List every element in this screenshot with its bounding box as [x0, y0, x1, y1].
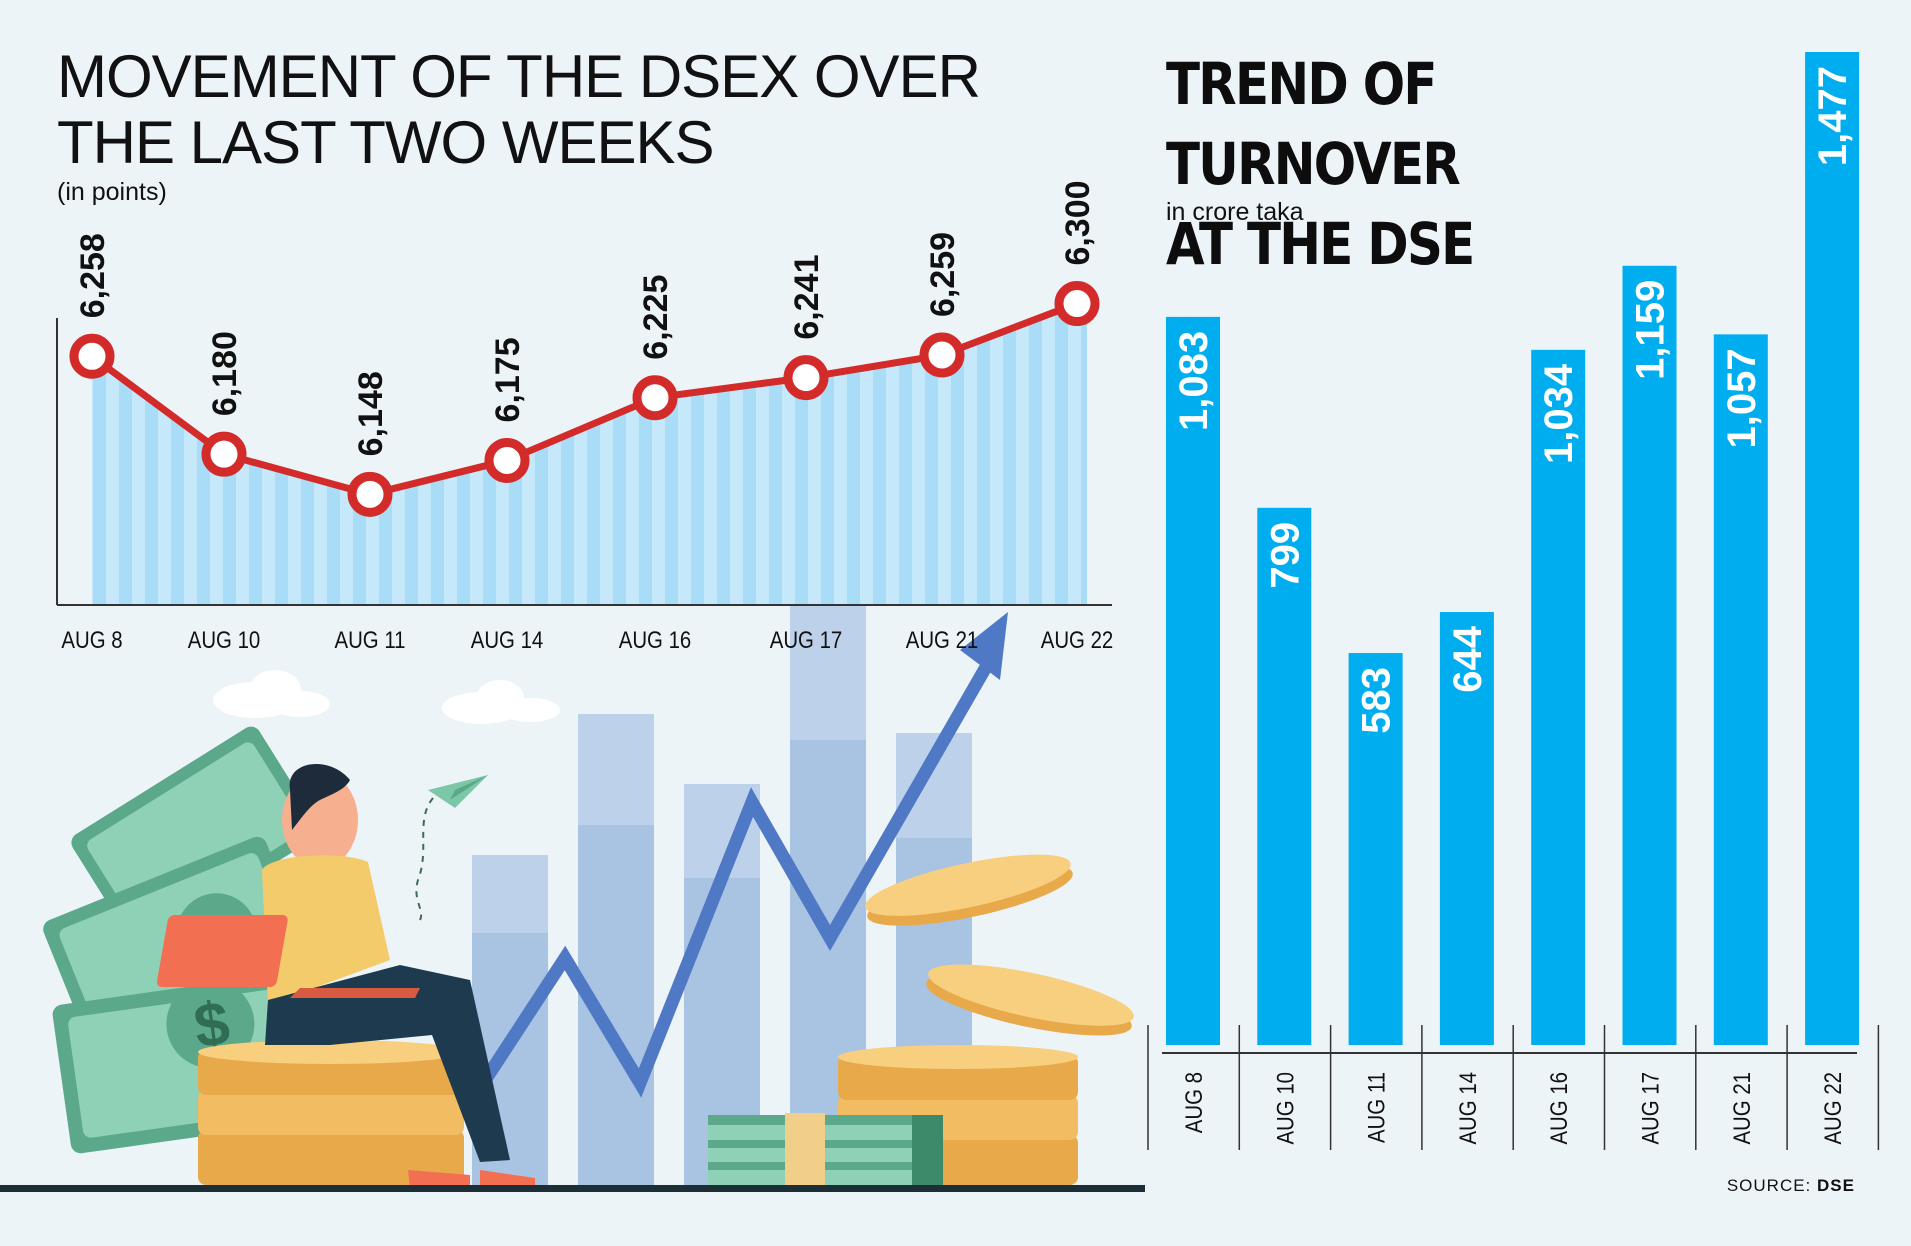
bar-chart-title-line2: AT THE DSE [1166, 210, 1475, 278]
bar-value-label: 583 [1355, 667, 1399, 734]
bar [1805, 52, 1860, 1045]
person-with-laptop-icon [156, 763, 535, 1188]
data-label: 6,259 [924, 232, 962, 317]
data-point [1054, 281, 1100, 327]
x-tick-label: AUG 14 [1454, 1072, 1481, 1145]
line-chart-unit: (in points) [57, 178, 167, 206]
bar [1622, 265, 1677, 1045]
data-label: 6,258 [74, 233, 112, 318]
x-tick-label: AUG 8 [1180, 1072, 1207, 1133]
x-tick-label: AUG 21 [906, 626, 979, 653]
bar-value-label: 644 [1446, 625, 1490, 692]
bar-chart-title: TREND OF TURNOVER AT THE DSE [1166, 44, 1682, 284]
bar-value-label: 1,477 [1811, 66, 1855, 166]
bar [1348, 653, 1403, 1045]
line-chart-series [89, 300, 1079, 498]
bar [1713, 334, 1768, 1046]
source-note: SOURCE: DSE [1727, 1176, 1855, 1196]
x-tick-label: AUG 8 [61, 626, 122, 653]
data-point [632, 375, 678, 421]
bar [1439, 612, 1494, 1045]
data-label: 6,180 [206, 331, 244, 416]
ground-line [0, 1185, 1145, 1192]
bar-chart-title-line1: TREND OF TURNOVER [1166, 50, 1461, 198]
source-label: SOURCE: [1726, 1176, 1812, 1195]
data-point [484, 437, 530, 483]
cash-bundle-icon [708, 1113, 943, 1185]
data-point [347, 471, 393, 517]
data-label: 6,300 [1059, 180, 1097, 265]
x-tick-label: AUG 14 [471, 626, 544, 653]
paper-plane-icon [415, 775, 488, 921]
data-point [783, 355, 829, 401]
bar-value-label: 799 [1263, 522, 1307, 589]
source-value: DSE [1817, 1176, 1855, 1195]
bar-value-label: 1,057 [1720, 348, 1764, 448]
coin-stack-icon [198, 1040, 464, 1185]
x-tick-label: AUG 11 [334, 626, 405, 653]
bar [1166, 316, 1220, 1045]
bar [1257, 507, 1312, 1045]
x-tick-label: AUG 22 [1820, 1072, 1847, 1145]
data-label: 6,175 [489, 337, 527, 422]
x-tick-label: AUG 16 [619, 626, 692, 653]
bar-value-label: 1,083 [1172, 331, 1216, 431]
line-chart-title: MOVEMENT OF THE DSEX OVER THE LAST TWO W… [57, 43, 981, 176]
x-tick-label: AUG 22 [1041, 626, 1114, 653]
trend-arrow-icon [476, 612, 1008, 1098]
data-point [69, 333, 115, 379]
cloud-icon [213, 670, 560, 724]
x-tick-label: AUG 17 [770, 626, 843, 653]
x-tick-label: AUG 10 [188, 626, 261, 653]
x-tick-label: AUG 10 [1272, 1072, 1299, 1145]
x-tick-label: AUG 16 [1546, 1072, 1573, 1145]
bar-value-label: 1,034 [1537, 363, 1581, 464]
data-point [919, 332, 965, 378]
x-tick-label: AUG 11 [1363, 1072, 1390, 1143]
data-label: 6,225 [637, 275, 675, 360]
bar [1531, 349, 1586, 1045]
bar-chart-unit: in crore taka [1166, 198, 1304, 226]
data-label: 6,148 [352, 371, 390, 456]
x-tick-label: AUG 21 [1728, 1072, 1755, 1145]
data-point [201, 431, 247, 477]
x-tick-label: AUG 17 [1637, 1072, 1664, 1145]
bar-value-label: 1,159 [1629, 280, 1673, 380]
data-label: 6,241 [788, 255, 826, 340]
coin-stack-icon [838, 854, 1134, 1185]
